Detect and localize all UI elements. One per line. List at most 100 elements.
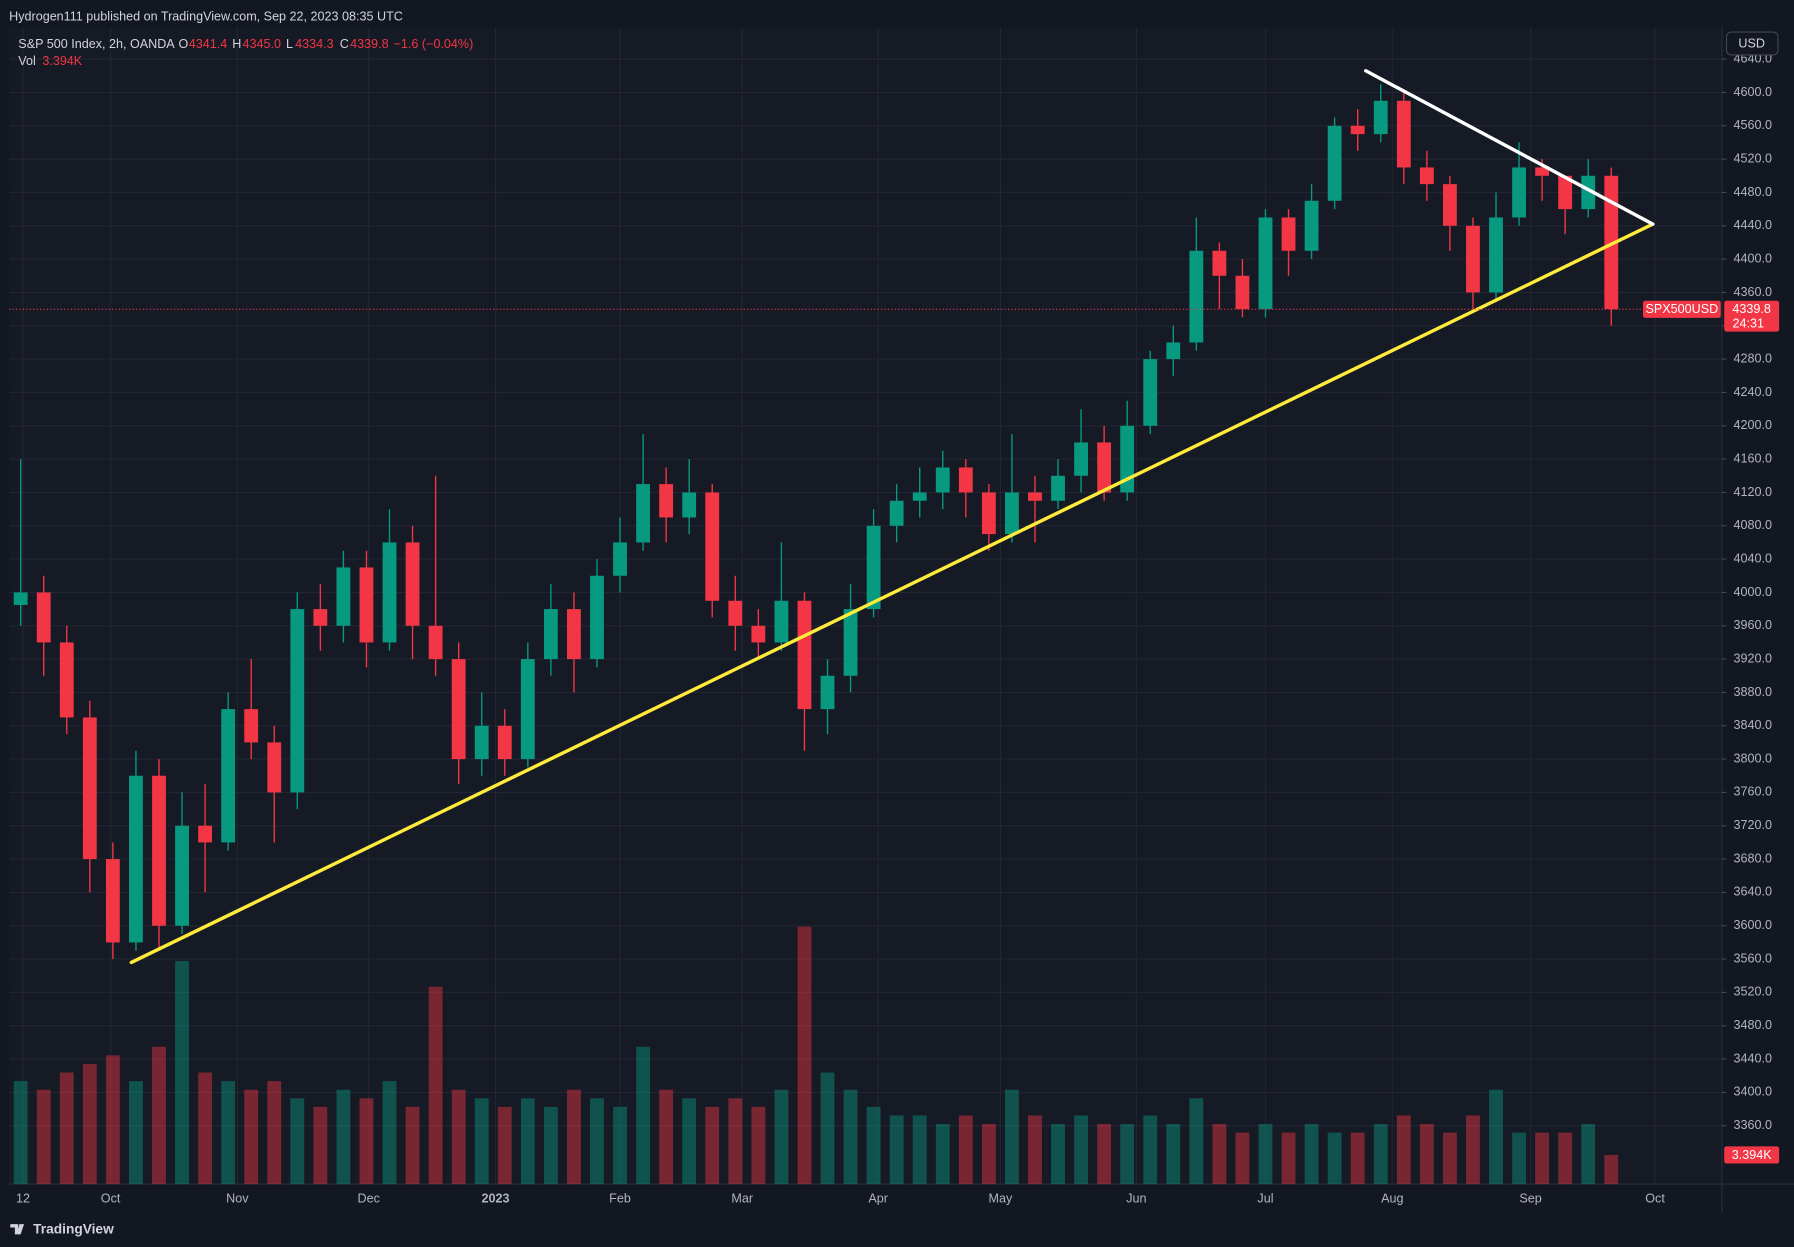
y-tick-label: 4240.0 [1734, 385, 1772, 399]
currency-button[interactable] [1725, 31, 1779, 56]
legend-change: −1.6 (−0.04%) [394, 37, 474, 51]
candle-body [497, 725, 512, 760]
y-tick-label: 4040.0 [1734, 551, 1772, 565]
volume-bar [820, 1072, 835, 1185]
candle-body [981, 492, 996, 535]
y-tick-label: 3960.0 [1734, 618, 1772, 632]
volume-bar [451, 1089, 466, 1185]
volume-bar [866, 1106, 881, 1185]
candle-body [198, 825, 213, 843]
drawings [9, 69, 1722, 965]
y-tick-label: 3760.0 [1734, 785, 1772, 799]
x-tick-label: 2023 [482, 1191, 510, 1205]
volume-bar [405, 1106, 420, 1185]
legend-h: H [232, 37, 241, 51]
candle-body [728, 600, 743, 626]
volume-bar [659, 1089, 674, 1185]
y-tick-label: 3920.0 [1734, 651, 1772, 665]
candle-body [613, 542, 627, 576]
y-tick-label: 3560.0 [1734, 951, 1772, 965]
volume-bar [1327, 1132, 1342, 1185]
volume-label: 3.394K [1732, 1148, 1772, 1162]
y-tick-label: 3880.0 [1734, 685, 1772, 699]
candles [13, 84, 1619, 960]
y-tick-label: 4560.0 [1734, 118, 1772, 132]
candle-body [1512, 167, 1526, 218]
candle-body [1558, 175, 1573, 210]
y-tick-label: 4480.0 [1734, 185, 1772, 199]
volume-bar [497, 1106, 512, 1185]
candle-body [1396, 100, 1411, 168]
volume-bar [1604, 1154, 1619, 1185]
y-tick-label: 4160.0 [1734, 451, 1772, 465]
x-tick-label: Dec [358, 1191, 380, 1205]
candle-body [958, 467, 973, 493]
x-tick-label: Jul [1257, 1191, 1273, 1205]
candle-body [659, 484, 674, 518]
trend-line [129, 222, 1655, 965]
volume-bar [1373, 1124, 1388, 1185]
volume-bar [1051, 1124, 1065, 1185]
axes: 3360.0 3400.0 3440.0 3480.0 3520.0 3560.0 3600… [16, 51, 1780, 1205]
volume-bar [567, 1089, 581, 1185]
y-tick-label: 3840.0 [1734, 718, 1772, 732]
candle-body [1442, 184, 1457, 226]
candle-body [129, 775, 143, 943]
volume-bar [912, 1115, 927, 1185]
published-note: Hydrogen111 published on TradingView.com… [9, 9, 403, 23]
volume-bar [1074, 1115, 1088, 1185]
candle-body [682, 492, 697, 518]
brand-logo [10, 1224, 25, 1235]
candle-body [36, 592, 51, 643]
candle-body [1097, 442, 1112, 493]
candle-body [382, 542, 397, 643]
y-tick-label: 3680.0 [1734, 851, 1772, 865]
volume-bar [1396, 1115, 1411, 1185]
volume-bar [152, 1046, 166, 1185]
candle-body [175, 825, 189, 926]
y-tick-label: 4000.0 [1734, 585, 1772, 599]
volume-bar [1120, 1124, 1135, 1185]
y-tick-label: 3720.0 [1734, 818, 1772, 832]
volume-bar [958, 1115, 973, 1185]
x-tick-label: Apr [868, 1191, 888, 1205]
candle-body [1235, 275, 1250, 310]
candle-body [1212, 250, 1227, 276]
volume-bar [1512, 1132, 1526, 1185]
volume-bar [935, 1124, 950, 1185]
x-tick-label: Feb [609, 1191, 631, 1205]
x-tick-label: Mar [731, 1191, 753, 1205]
x-tick-label: Nov [226, 1191, 249, 1205]
y-tick-label: 3520.0 [1734, 985, 1772, 999]
legend-c: C [340, 37, 349, 51]
candle-body [474, 725, 489, 760]
candle-body [1327, 125, 1342, 201]
volume-bar [751, 1106, 766, 1185]
volume-bar [336, 1089, 351, 1185]
volume-bar [1581, 1124, 1596, 1185]
currency[interactable]: USD [1738, 36, 1765, 50]
legend-l: L [286, 37, 293, 51]
volume-bar [1281, 1132, 1296, 1185]
candle-body [797, 600, 812, 710]
candle-body [1166, 342, 1181, 360]
volume-bar [1419, 1124, 1434, 1185]
x-tick-label: 12 [16, 1191, 30, 1205]
ticker-badge [1642, 300, 1721, 318]
footer [0, 1212, 1794, 1247]
volume-bar [1258, 1124, 1273, 1185]
x-tick-label: Oct [101, 1191, 121, 1205]
volume-bar [382, 1081, 397, 1185]
volume-bar [843, 1089, 858, 1185]
y-tick-label: 4360.0 [1734, 285, 1772, 299]
candle-body [1419, 167, 1434, 185]
volume-bar [705, 1106, 720, 1185]
volume-bar [1189, 1098, 1204, 1185]
volume-bar [175, 960, 189, 1185]
legend-open: 4341.4 [189, 37, 227, 51]
volume-bar [543, 1106, 558, 1185]
candle-body [1581, 175, 1596, 210]
legend-low: 4334.3 [295, 37, 333, 51]
volume-bar [889, 1115, 904, 1185]
y-tick-label: 3440.0 [1734, 1051, 1772, 1065]
